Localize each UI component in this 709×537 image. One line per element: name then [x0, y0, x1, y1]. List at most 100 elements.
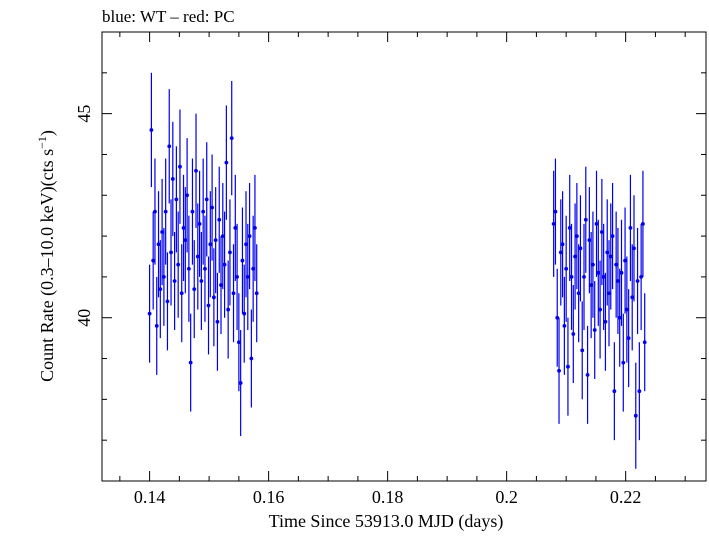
data-point [566, 364, 570, 369]
data-point [149, 128, 154, 132]
data-point [199, 279, 204, 283]
data-point [623, 258, 627, 263]
data-point [621, 360, 626, 365]
data-point [186, 266, 191, 271]
plot-frame [101, 31, 707, 482]
data-point [583, 217, 588, 222]
data-point [197, 221, 202, 226]
data-point [592, 328, 597, 332]
data-point [608, 254, 613, 259]
axis-labels: blue: WT – red: PC Time Since 53913.0 MJ… [35, 7, 503, 532]
x-tick-label: 0.16 [253, 487, 285, 507]
data-point [642, 340, 647, 345]
data-point [156, 242, 161, 247]
data-point [247, 234, 252, 238]
data-point [616, 279, 620, 283]
data-point [576, 291, 581, 296]
data-point [163, 209, 168, 214]
data-point [553, 209, 558, 214]
data-point [601, 275, 606, 279]
data-point [614, 262, 619, 267]
x-tick-label: 0.2 [495, 487, 518, 507]
data-point [587, 238, 592, 243]
data-point [192, 287, 197, 292]
data-point [630, 295, 635, 300]
data-point [244, 242, 248, 247]
data-point [562, 323, 567, 328]
data-point [607, 291, 611, 296]
data-point [596, 270, 601, 275]
data-point [242, 311, 247, 316]
data-point [573, 254, 577, 259]
data-point [161, 275, 166, 279]
data-point [158, 287, 163, 292]
data-point [194, 168, 198, 173]
data-points [147, 72, 647, 469]
data-point [160, 230, 165, 234]
data-point [612, 389, 617, 394]
data-point [558, 250, 563, 255]
data-point [249, 356, 254, 361]
data-point [635, 279, 640, 283]
y-axis-title-sup: −1 [35, 136, 49, 149]
data-point [169, 250, 173, 255]
data-point [181, 226, 186, 230]
data-point [213, 238, 218, 243]
data-point [224, 160, 229, 165]
y-tick-label: 40 [74, 309, 94, 327]
data-point [580, 348, 585, 353]
data-point [170, 177, 175, 181]
data-point [233, 226, 238, 230]
data-point [208, 242, 213, 247]
data-point [178, 164, 182, 169]
data-point [571, 332, 576, 336]
data-point [201, 209, 206, 214]
data-point [551, 221, 556, 226]
data-point [226, 307, 231, 312]
data-point [632, 246, 636, 251]
data-point [639, 275, 644, 279]
data-point [229, 136, 234, 141]
data-point [560, 242, 565, 247]
data-point [204, 197, 209, 202]
data-point [167, 144, 172, 149]
data-point [185, 193, 189, 198]
y-axis-title-end: ) [37, 130, 58, 136]
data-point [147, 311, 152, 316]
data-point [585, 372, 590, 377]
data-point [172, 279, 177, 283]
data-point [574, 234, 579, 238]
data-point [637, 389, 642, 394]
series-1 [147, 72, 259, 437]
chart-title: blue: WT – red: PC [102, 7, 235, 26]
data-point [555, 315, 560, 320]
data-point [591, 262, 595, 267]
data-point [215, 319, 220, 324]
data-point [154, 323, 159, 328]
data-point [626, 336, 631, 341]
y-axis-title: Count Rate (0.3–10.0 keV)(cts s−1) [35, 130, 58, 382]
data-point [245, 275, 250, 279]
data-point [151, 258, 156, 263]
x-tick-label: 0.18 [372, 487, 404, 507]
data-point [240, 258, 245, 263]
data-point [605, 250, 610, 255]
data-point [188, 360, 193, 365]
data-point [589, 283, 594, 287]
data-point [236, 340, 241, 345]
data-point [183, 238, 188, 243]
data-point [253, 226, 257, 230]
data-point [153, 209, 157, 214]
data-point [228, 250, 232, 255]
y-tick-label: 45 [74, 105, 94, 123]
data-point [176, 262, 181, 267]
y-axis-title-main: Count Rate (0.3–10.0 keV)(cts s [37, 149, 58, 382]
data-point [231, 291, 236, 296]
data-point [179, 291, 184, 296]
series-2 [551, 158, 647, 469]
data-point [567, 226, 572, 230]
data-point [235, 275, 239, 279]
axis-ticks: 0.14 0.16 0.18 0.2 0.22 40 45 [74, 31, 706, 507]
x-tick-label: 0.22 [610, 487, 642, 507]
